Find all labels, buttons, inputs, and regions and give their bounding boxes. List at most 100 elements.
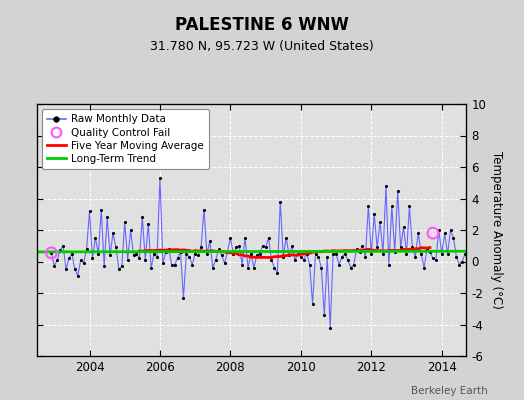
Point <box>376 219 384 225</box>
Point <box>47 250 56 256</box>
Point <box>476 255 484 262</box>
Point <box>493 265 501 271</box>
Point <box>129 252 138 258</box>
Point <box>226 235 235 241</box>
Point <box>300 257 308 263</box>
Point <box>94 250 103 257</box>
Point <box>265 235 273 241</box>
Point <box>62 266 70 272</box>
Point <box>261 244 270 250</box>
Point <box>358 242 367 249</box>
Point <box>121 219 129 225</box>
Point <box>458 258 466 265</box>
Point <box>361 254 369 260</box>
Point <box>285 252 293 258</box>
Point <box>417 250 425 257</box>
Point <box>388 203 396 210</box>
Point <box>188 262 196 268</box>
Point <box>385 262 393 268</box>
Point <box>276 198 285 205</box>
Point <box>159 260 167 266</box>
Point <box>71 266 79 272</box>
Point <box>59 242 67 249</box>
Legend: Raw Monthly Data, Quality Control Fail, Five Year Moving Average, Long-Term Tren: Raw Monthly Data, Quality Control Fail, … <box>42 109 209 169</box>
Point <box>138 214 147 221</box>
Point <box>197 244 205 250</box>
Point <box>47 250 56 256</box>
Point <box>53 257 61 263</box>
Point <box>153 254 161 260</box>
Point <box>144 220 152 227</box>
Point <box>373 244 381 250</box>
Point <box>411 254 420 260</box>
Point <box>326 324 334 331</box>
Point <box>135 255 144 262</box>
Point <box>350 262 358 268</box>
Point <box>364 203 373 210</box>
Point <box>353 246 361 252</box>
Point <box>173 255 182 262</box>
Text: PALESTINE 6 WNW: PALESTINE 6 WNW <box>175 16 349 34</box>
Point <box>209 265 217 271</box>
Point <box>323 254 332 260</box>
Point <box>455 262 464 268</box>
Point <box>253 252 261 258</box>
Point <box>473 250 481 257</box>
Point <box>355 249 364 255</box>
Point <box>132 250 140 257</box>
Point <box>124 257 132 263</box>
Point <box>420 265 428 271</box>
Point <box>258 242 267 249</box>
Point <box>317 265 325 271</box>
Point <box>250 265 258 271</box>
Point <box>212 257 220 263</box>
Point <box>441 230 449 236</box>
Point <box>106 252 114 258</box>
Point <box>341 250 349 257</box>
Point <box>490 250 499 257</box>
Point <box>191 250 199 257</box>
Point <box>56 247 64 254</box>
Point <box>390 249 399 255</box>
Point <box>302 250 311 257</box>
Point <box>434 227 443 233</box>
Point <box>179 294 188 301</box>
Text: 31.780 N, 95.723 W (United States): 31.780 N, 95.723 W (United States) <box>150 40 374 53</box>
Point <box>88 255 96 262</box>
Point <box>294 250 302 257</box>
Point <box>461 250 470 257</box>
Point <box>443 250 452 257</box>
Point <box>156 175 164 181</box>
Point <box>408 244 417 250</box>
Point <box>176 249 184 255</box>
Point <box>514 250 522 257</box>
Y-axis label: Temperature Anomaly (°C): Temperature Anomaly (°C) <box>490 151 503 309</box>
Point <box>429 230 437 236</box>
Point <box>346 265 355 271</box>
Point <box>288 242 296 249</box>
Point <box>182 250 191 257</box>
Point <box>150 250 158 257</box>
Point <box>482 250 490 257</box>
Point <box>344 257 352 263</box>
Point <box>217 252 226 258</box>
Point <box>402 250 411 257</box>
Point <box>394 188 402 194</box>
Point <box>203 250 211 257</box>
Point <box>165 246 173 252</box>
Point <box>238 262 246 268</box>
Point <box>335 262 343 268</box>
Point <box>305 262 314 268</box>
Point <box>423 246 431 252</box>
Point <box>141 257 149 263</box>
Point <box>91 235 100 241</box>
Point <box>85 208 94 214</box>
Point <box>405 203 413 210</box>
Point <box>399 224 408 230</box>
Point <box>379 250 387 257</box>
Point <box>194 252 202 258</box>
Point <box>267 257 276 263</box>
Point <box>470 219 478 225</box>
Point <box>77 257 85 263</box>
Point <box>80 260 88 266</box>
